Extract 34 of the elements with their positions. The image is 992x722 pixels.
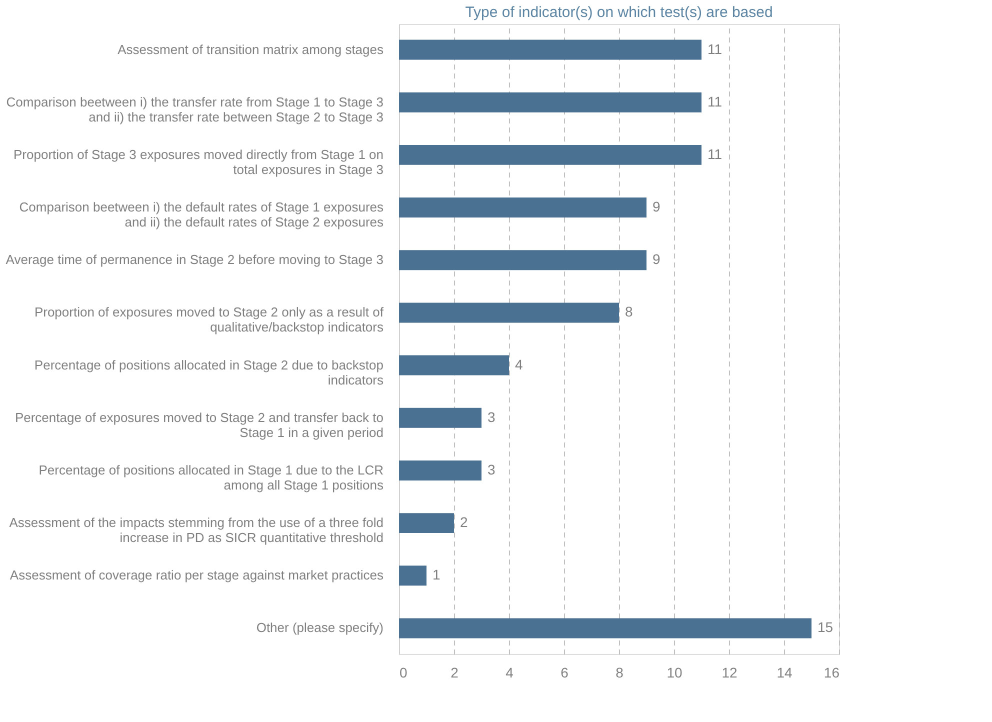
data-label: 9 (652, 251, 660, 268)
data-label: 4 (515, 356, 523, 372)
data-label: 3 (488, 408, 496, 425)
y-tick-label: Comparison beetween i) the default rates of Stage 1 exposures and ii) the default rates of Stage 2 exposures (19, 200, 384, 230)
y-tick-label: Assessment of the impacts stemming from the use of a three fold increase in PD as SICR quantitative threshold (9, 515, 384, 546)
y-tick-label: Percentage of positions allocated in Stage 2 due to backstop indicators (34, 357, 384, 388)
y-tick-label: Percentage of exposures moved to Stage 2 and transfer back to Stage 1 in a given period (14, 410, 384, 440)
data-label: 3 (488, 461, 496, 478)
x-tick-label: 4 (506, 664, 514, 680)
y-tick-label: Proportion of Stage 3 exposures moved directly from Stage 1 on total exposures in Stage 3 (14, 146, 384, 177)
y-tick-label: Other (please specify) (256, 620, 384, 636)
x-tick-label: 16 (824, 664, 840, 680)
y-tick-label: Percentage of positions allocated in Stage 1 due to the LCR among all Stage 1 positions (38, 462, 384, 492)
x-tick-label: 8 (616, 664, 624, 680)
data-label: 15 (818, 619, 834, 636)
data-label: 11 (708, 146, 722, 162)
data-label: 1 (432, 566, 440, 583)
x-tick-label: 14 (776, 664, 792, 680)
data-label: 11 (708, 40, 722, 57)
y-tick-label: Proportion of exposures moved to Stage 2 only as a result of qualitative/backstop indicators (34, 304, 384, 335)
y-tick-label: Comparison beetween i) the transfer rate from Stage 1 to Stage 3 and ii) the transfer rate between Stage 2 to Stage 3 (6, 94, 384, 124)
data-label: 2 (460, 514, 468, 530)
y-tick-label: Assessment of coverage ratio per stage against market practices (10, 568, 384, 583)
y-tick-label: Assessment of transition matrix among stages (118, 42, 384, 57)
x-tick-label: 0 (400, 664, 408, 680)
data-label: 11 (708, 93, 722, 110)
x-tick-label: 10 (666, 664, 682, 680)
y-tick-label: Average time of permanence in Stage 2 before moving to Stage 3 (6, 252, 384, 268)
x-tick-label: 6 (560, 664, 569, 680)
x-tick-label: 12 (722, 664, 738, 680)
x-tick-label: 2 (450, 664, 459, 680)
data-label: 9 (652, 198, 660, 215)
chart-title: Type of indicator(s) on which test(s) are based (465, 4, 773, 21)
data-label: 8 (625, 304, 633, 320)
